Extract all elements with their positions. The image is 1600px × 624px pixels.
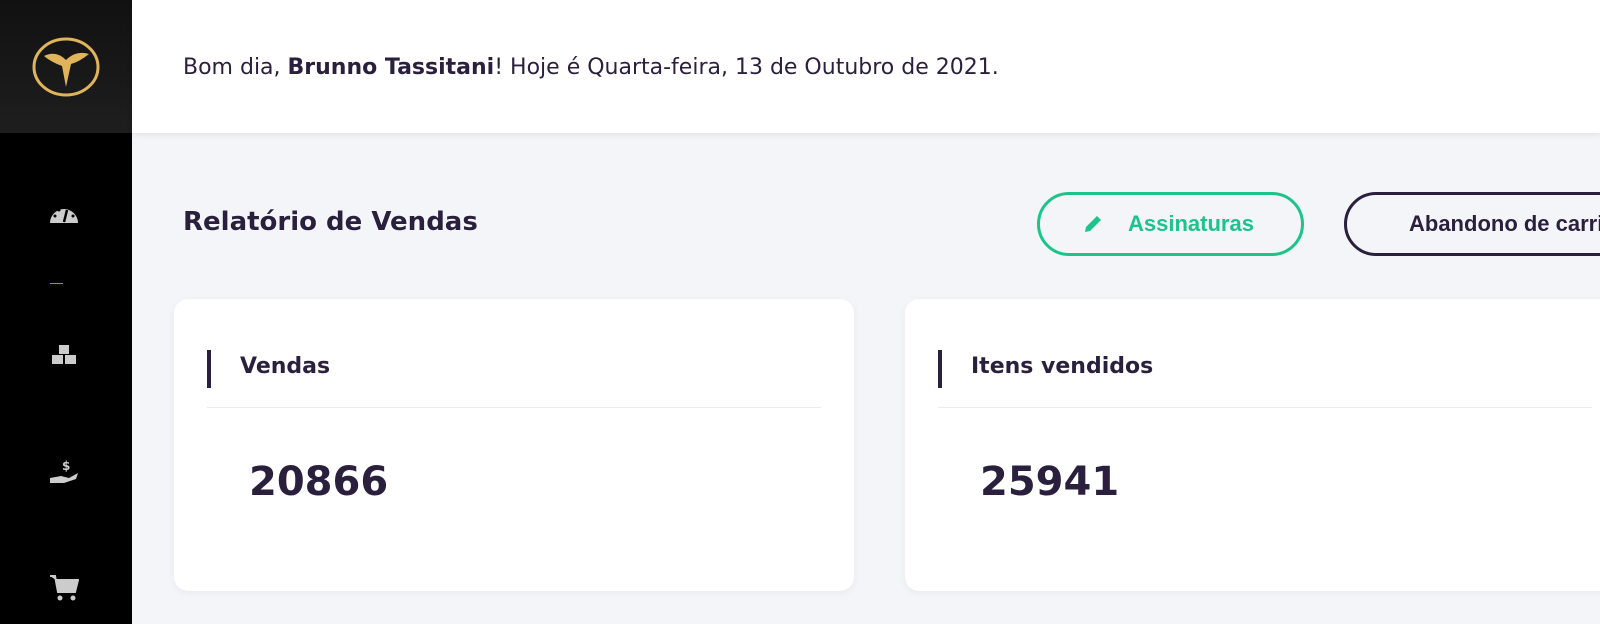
divider <box>50 283 63 284</box>
card-accent-bar <box>938 350 942 388</box>
hand-dollar-icon[interactable]: $ <box>46 457 82 487</box>
user-name: Brunno Tassitani <box>287 55 495 80</box>
items-sold-card: Itens vendidos 25941 <box>905 299 1600 591</box>
abandoned-cart-button[interactable]: Abandono de carrinho <box>1344 192 1600 256</box>
pencil-icon <box>1085 216 1101 232</box>
divider <box>938 407 1592 408</box>
subscriptions-button[interactable]: Assinaturas <box>1037 192 1304 256</box>
cubes-icon[interactable] <box>46 340 82 370</box>
sales-card: Vendas 20866 <box>174 299 854 591</box>
card-label: Vendas <box>240 354 331 379</box>
card-value: 25941 <box>980 459 1120 505</box>
logo-icon <box>32 37 100 96</box>
dashboard-icon[interactable] <box>46 199 82 229</box>
page-title: Relatório de Vendas <box>183 207 478 237</box>
greeting: Bom dia, Brunno Tassitani! Hoje é Quarta… <box>183 55 999 80</box>
sidebar: $ <box>0 0 132 624</box>
card-value: 20866 <box>249 459 389 505</box>
divider <box>207 407 821 408</box>
cart-icon[interactable] <box>46 573 82 603</box>
logo[interactable] <box>0 0 132 133</box>
card-accent-bar <box>207 350 211 388</box>
header: Bom dia, Brunno Tassitani! Hoje é Quarta… <box>132 0 1600 133</box>
card-label: Itens vendidos <box>971 354 1154 379</box>
svg-text:$: $ <box>62 459 70 473</box>
